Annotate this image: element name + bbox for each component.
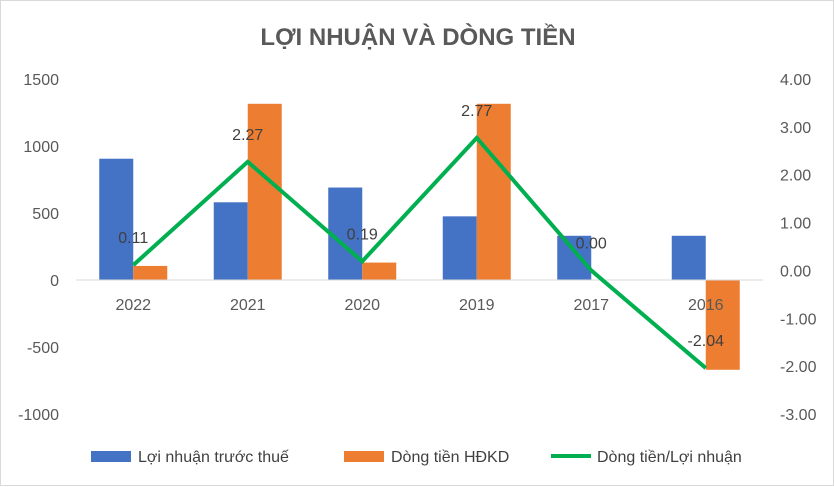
- category-label: 2019: [459, 297, 495, 314]
- bar-profit: [442, 216, 477, 280]
- legend-label-profit: Lợi nhuận trước thuế: [138, 449, 289, 466]
- right-axis: -3.00 -2.00 -1.00 0.00 1.00 2.00 3.00 4.00: [780, 72, 817, 424]
- ratio-line: [131, 134, 708, 370]
- category-label: 2020: [344, 297, 380, 314]
- legend-label-ratio: Dòng tiền/Lợi nhuận: [597, 449, 742, 466]
- bar-cashflow: [133, 265, 168, 280]
- bar-profit: [213, 202, 248, 280]
- right-tick-label: -3.00: [780, 407, 817, 424]
- bar-cashflow: [247, 103, 282, 280]
- left-tick-label: -500: [27, 340, 59, 357]
- left-tick-label: 1500: [23, 72, 59, 89]
- right-tick-label: 2.00: [780, 168, 811, 185]
- bar-profit: [671, 235, 706, 280]
- ratio-data-label: -2.04: [688, 333, 725, 350]
- left-tick-label: -1000: [18, 407, 59, 424]
- category-label: 2016: [688, 297, 724, 314]
- ratio-data-label: 0.00: [576, 235, 607, 252]
- left-tick-label: 1000: [23, 139, 59, 156]
- legend-swatch-profit: [91, 451, 131, 462]
- right-tick-label: 4.00: [780, 72, 811, 89]
- ratio-data-label: 2.27: [232, 127, 263, 144]
- ratio-data-label: 2.77: [461, 103, 492, 120]
- right-tick-label: 1.00: [780, 216, 811, 233]
- chart-title: LỢI NHUẬN VÀ DÒNG TIỀN: [260, 23, 575, 51]
- bar-profit: [557, 235, 592, 280]
- category-label: 2017: [573, 297, 609, 314]
- bar-profit: [99, 158, 134, 280]
- bar-cashflow: [476, 103, 511, 280]
- bar-cashflow: [362, 262, 397, 280]
- category-label: 2022: [115, 297, 151, 314]
- bar-cashflow: [705, 280, 740, 370]
- ratio-data-label: 0.19: [347, 226, 378, 243]
- ratio-data-label: 0.11: [118, 230, 148, 247]
- legend: Lợi nhuận trước thuế Dòng tiền HĐKD Dòng…: [91, 449, 742, 466]
- left-tick-label: 0: [50, 273, 59, 290]
- bar-profit: [328, 187, 363, 280]
- left-tick-label: 500: [32, 206, 59, 223]
- legend-swatch-cashflow: [344, 451, 384, 462]
- right-tick-label: -2.00: [780, 359, 817, 376]
- legend-label-cashflow: Dòng tiền HĐKD: [391, 449, 509, 466]
- category-label: 2021: [230, 297, 266, 314]
- right-tick-label: 3.00: [780, 120, 811, 137]
- category-axis: 2022 2021 2020 2019 2017 2016: [115, 297, 723, 314]
- bar-series: [99, 103, 740, 370]
- line-series: 0.11 2.27 0.19 2.77 0.00 -2.04: [118, 103, 725, 370]
- left-axis: -1000 -500 0 500 1000 1500: [18, 72, 59, 424]
- right-tick-label: 0.00: [780, 263, 811, 280]
- right-tick-label: -1.00: [780, 311, 817, 328]
